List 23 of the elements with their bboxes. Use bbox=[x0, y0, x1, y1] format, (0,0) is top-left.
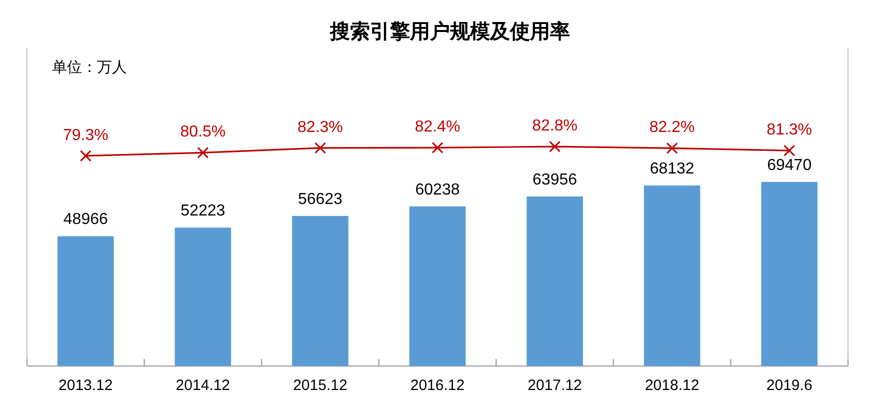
data-label: 48966 bbox=[63, 211, 108, 228]
data-label: 80.5% bbox=[180, 124, 226, 141]
data-label: 52223 bbox=[180, 202, 226, 220]
subtitle: 单位：万人 bbox=[52, 59, 127, 76]
data-label: 82.2% bbox=[649, 119, 695, 136]
x-tick-label: 2016.12 bbox=[410, 377, 465, 394]
data-label: 81.3% bbox=[766, 122, 812, 139]
data-label: 69470 bbox=[767, 156, 812, 174]
x-tick-label: 2015.12 bbox=[293, 377, 348, 394]
data-label: 60238 bbox=[415, 181, 460, 198]
data-label: 82.3% bbox=[298, 118, 343, 136]
data-label: 79.3% bbox=[62, 126, 108, 144]
x-tick-label: 2017.12 bbox=[528, 377, 582, 394]
x-tick-label: 2014.12 bbox=[176, 377, 230, 394]
x-tick-label: 2019.6 bbox=[766, 377, 812, 394]
x-tick-label: 2018.12 bbox=[644, 377, 700, 394]
data-label: 82.8% bbox=[532, 118, 578, 135]
title: 搜索引擎用户规模及使用率 bbox=[330, 21, 570, 43]
x-tick-label: 2013.12 bbox=[58, 377, 113, 394]
data-label: 56623 bbox=[298, 190, 342, 208]
data-label: 68132 bbox=[650, 160, 694, 178]
data-label: 82.4% bbox=[414, 118, 460, 136]
data-label: 63956 bbox=[532, 172, 578, 189]
